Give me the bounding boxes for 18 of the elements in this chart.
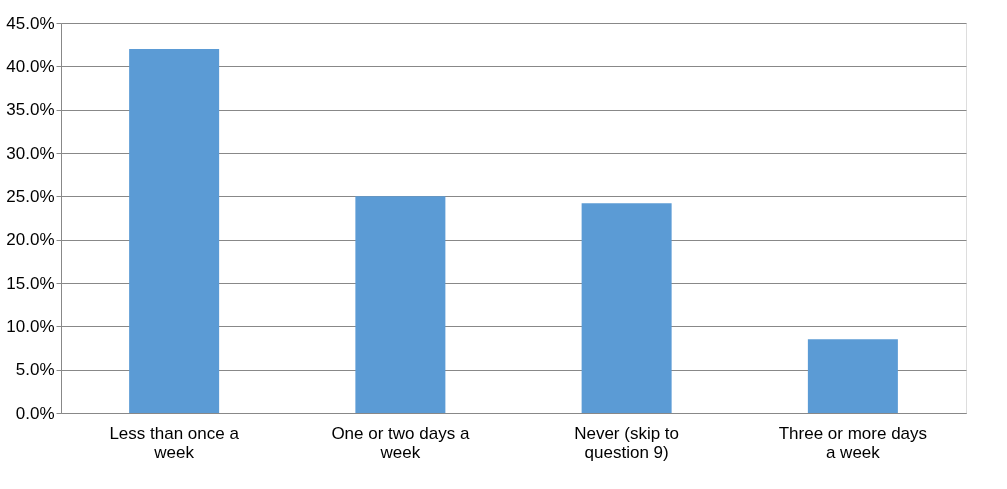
y-tick-label: 15.0% [6,273,55,293]
y-tick-label: 0.0% [15,403,55,423]
x-tick-label: Never (skip to question 9) [574,423,680,462]
bar [581,203,672,413]
bar [807,339,898,413]
y-tick-label: 25.0% [6,186,55,206]
y-tick-label: 35.0% [6,100,55,120]
y-tick-label: 30.0% [6,143,55,163]
y-tick-label: 45.0% [6,13,55,33]
bar [129,49,220,413]
y-tick-label: 40.0% [6,56,55,76]
y-tick-label: 20.0% [6,230,55,250]
bar [355,196,446,413]
x-tick-label: Less than once a week [109,423,240,462]
y-tick-label: 5.0% [15,360,55,380]
x-tick-label: One or two days a week [331,423,470,462]
x-tick-label: Three or more days a week [778,423,928,462]
y-tick-label: 10.0% [6,316,55,336]
